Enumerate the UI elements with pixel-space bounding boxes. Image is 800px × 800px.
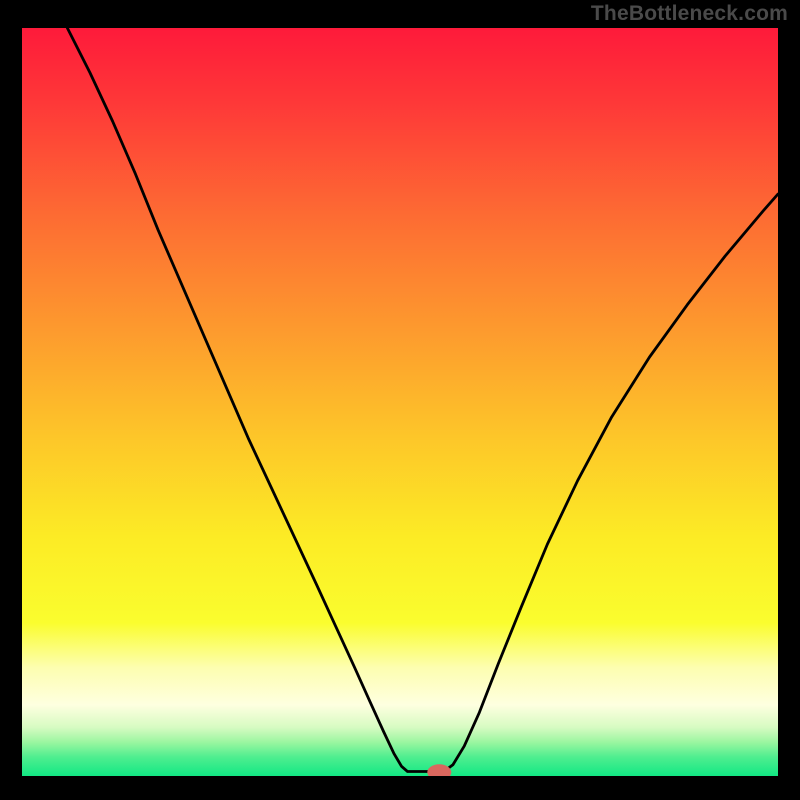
gradient-background [22, 28, 778, 776]
plot-area [22, 28, 778, 776]
chart-frame: TheBottleneck.com [0, 0, 800, 800]
bottleneck-chart [22, 28, 778, 776]
watermark-text: TheBottleneck.com [591, 2, 788, 26]
